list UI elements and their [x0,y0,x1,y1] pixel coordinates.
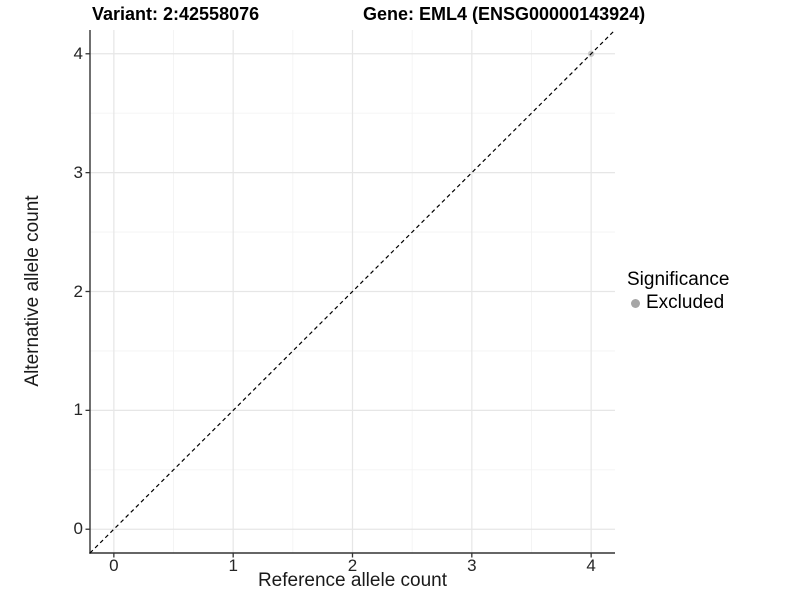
x-tick-label: 2 [347,556,358,575]
excluded-point-swatch-icon [631,298,640,308]
y-tick-label: 2 [73,281,83,301]
x-tick-label: 1 [228,556,238,575]
variant-title: Variant: 2:42558076 [92,4,260,24]
y-tick-label: 4 [73,43,83,63]
x-tick-label: 4 [586,556,596,575]
y-tick-label: 1 [73,400,83,420]
legend: Significance Excluded [627,269,729,314]
legend-title: Significance [627,269,730,290]
y-tick-label: 3 [73,162,83,182]
x-tick-label: 3 [467,556,477,575]
legend-item-label: Excluded [646,292,725,313]
x-tick-label: 0 [109,556,119,575]
identity-dashed-line [89,29,616,554]
y-tick-label: 0 [73,519,83,539]
gene-title: Gene: EML4 (ENSG00000143924) [363,4,646,24]
legend-item-excluded: Excluded [627,292,729,314]
x-axis-title: Reference allele count [257,570,448,591]
y-axis-title: Alternative allele count [22,195,43,387]
